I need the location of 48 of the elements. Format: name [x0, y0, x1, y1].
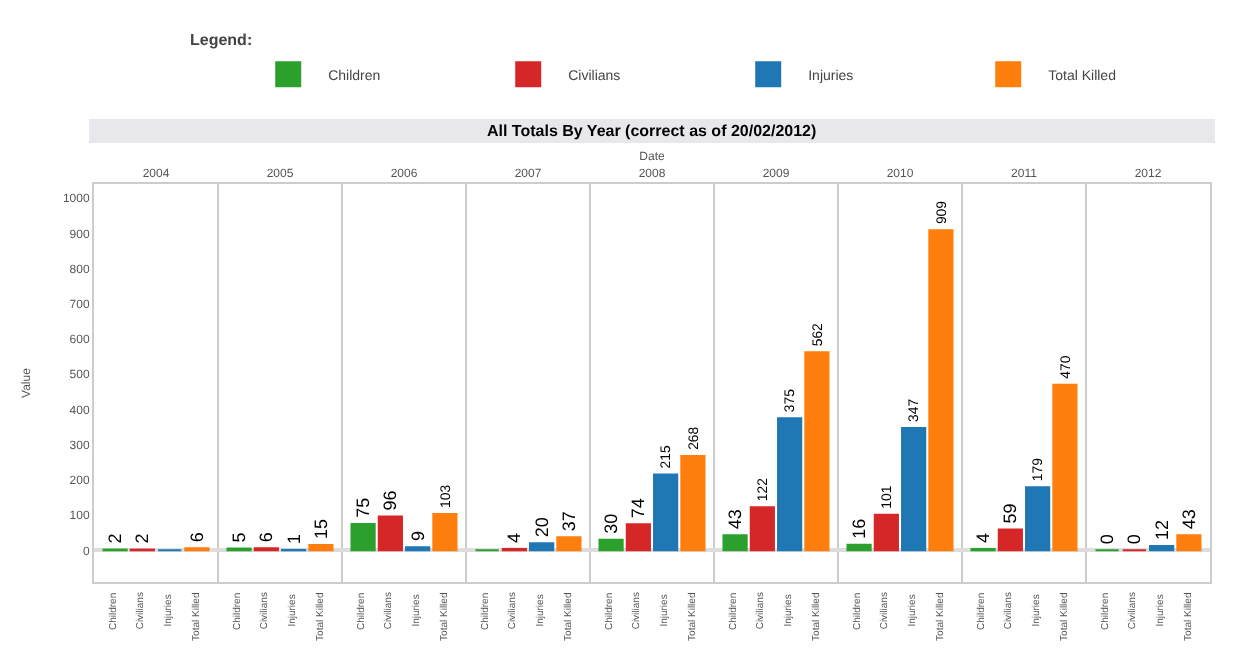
bar: [377, 515, 403, 552]
data-label: 37: [558, 511, 579, 532]
data-label: 4: [504, 532, 525, 543]
bar: [928, 229, 954, 552]
bar: [432, 513, 458, 552]
data-label: 1: [283, 533, 304, 544]
data-label: 75: [353, 497, 374, 518]
data-label: 20: [531, 517, 552, 538]
data-label: 0: [1097, 534, 1118, 545]
bar: [1052, 383, 1078, 552]
data-label: 0: [1124, 534, 1145, 545]
data-label: 43: [1178, 509, 1199, 530]
data-label: 6: [186, 532, 207, 543]
bar: [1176, 534, 1202, 552]
bar: [653, 473, 679, 552]
bar: [804, 351, 830, 552]
data-label: 9: [407, 531, 428, 542]
bar: [722, 534, 748, 552]
data-label: 59: [1000, 503, 1021, 524]
chart-title: All Totals By Year (correct as of 20/02/2012): [486, 122, 818, 140]
bar: [749, 506, 775, 552]
data-label: 5: [229, 532, 250, 543]
bar: [529, 542, 555, 552]
data-label: 96: [380, 490, 401, 511]
data-label: 43: [725, 509, 746, 530]
bar: [680, 454, 706, 552]
data-label: 16: [849, 518, 870, 539]
bar: [598, 538, 624, 552]
bar: [556, 536, 582, 552]
data-label: 6: [256, 532, 277, 543]
bar: [997, 528, 1023, 552]
data-label: 2: [105, 533, 126, 544]
bar: [308, 544, 334, 552]
legend-title: Legend:: [190, 31, 253, 50]
bar: [1025, 486, 1051, 552]
data-label: 15: [310, 518, 331, 540]
data-label: 4: [973, 532, 994, 543]
bar: [350, 522, 376, 552]
bar: [1149, 545, 1175, 552]
bar: [777, 417, 803, 552]
data-label: 2: [132, 533, 153, 544]
data-label: 12: [1151, 520, 1172, 541]
bar: [873, 513, 899, 552]
bar: [625, 523, 651, 552]
data-label: 74: [628, 498, 649, 519]
bar: [901, 427, 927, 552]
data-label: 30: [601, 513, 622, 534]
bar: [846, 543, 872, 552]
